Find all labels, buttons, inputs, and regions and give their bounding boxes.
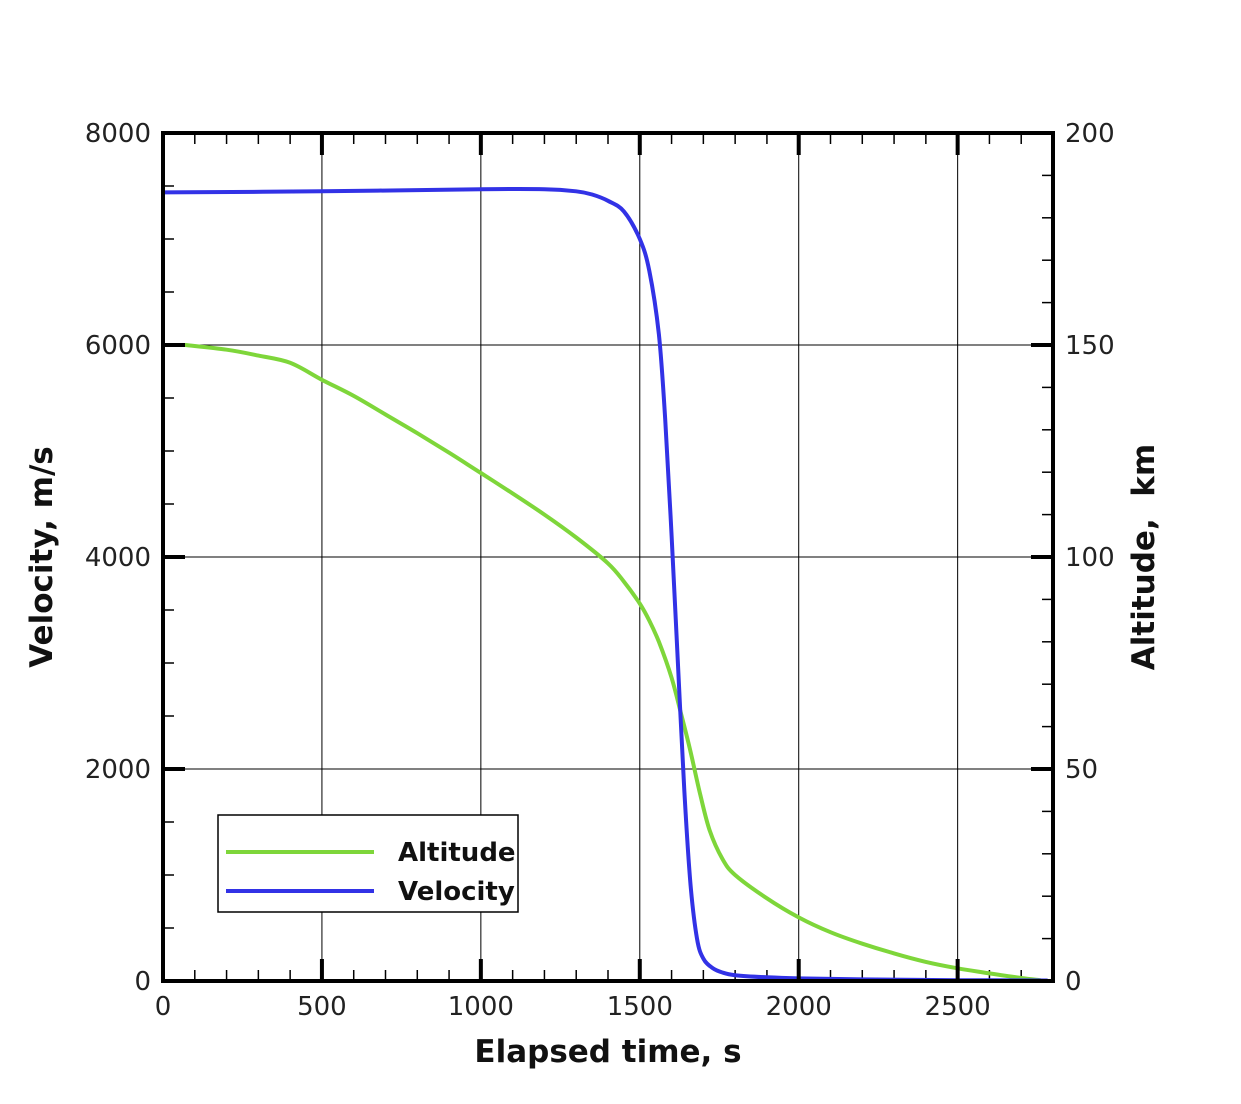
y-tick-label: 6000 <box>85 331 151 361</box>
x-axis-title: Elapsed time, s <box>474 1034 741 1070</box>
legend: Altitude Velocity <box>217 814 519 913</box>
x-tick-label: 1500 <box>607 992 673 1022</box>
legend-box <box>217 814 519 913</box>
grid <box>163 133 1053 981</box>
y2-tick-label: 50 <box>1065 755 1098 785</box>
y2-tick-label: 0 <box>1065 967 1082 997</box>
series-line-altitude <box>183 343 1043 983</box>
major-ticks <box>161 131 1053 983</box>
y-tick-label: 2000 <box>85 755 151 785</box>
y2-tick-label: 100 <box>1065 543 1115 573</box>
y-tick-label: 4000 <box>85 543 151 573</box>
series-layer <box>161 186 1049 983</box>
x-tick-label: 500 <box>297 992 347 1022</box>
x-tick-label: 2500 <box>925 992 991 1022</box>
x-tick-label: 2000 <box>766 992 832 1022</box>
y2-axis-title: Altitude, km <box>1126 444 1162 670</box>
y2-tick-label: 200 <box>1065 119 1115 149</box>
y2-tick-label: 150 <box>1065 331 1115 361</box>
x-tick-label: 1000 <box>448 992 514 1022</box>
legend-label-velocity: Velocity <box>398 877 515 907</box>
y-axis-title: Velocity, m/s <box>24 446 60 668</box>
tick-labels: 0 500 1000 1500 2000 2500 0 2000 4000 6000 8000 0 50… <box>85 119 1115 1022</box>
x-tick-label: 0 <box>155 992 172 1022</box>
series-line-velocity <box>161 186 1049 983</box>
y-tick-label: 8000 <box>85 119 151 149</box>
legend-label-altitude: Altitude <box>398 838 516 868</box>
y-tick-label: 0 <box>134 967 151 997</box>
